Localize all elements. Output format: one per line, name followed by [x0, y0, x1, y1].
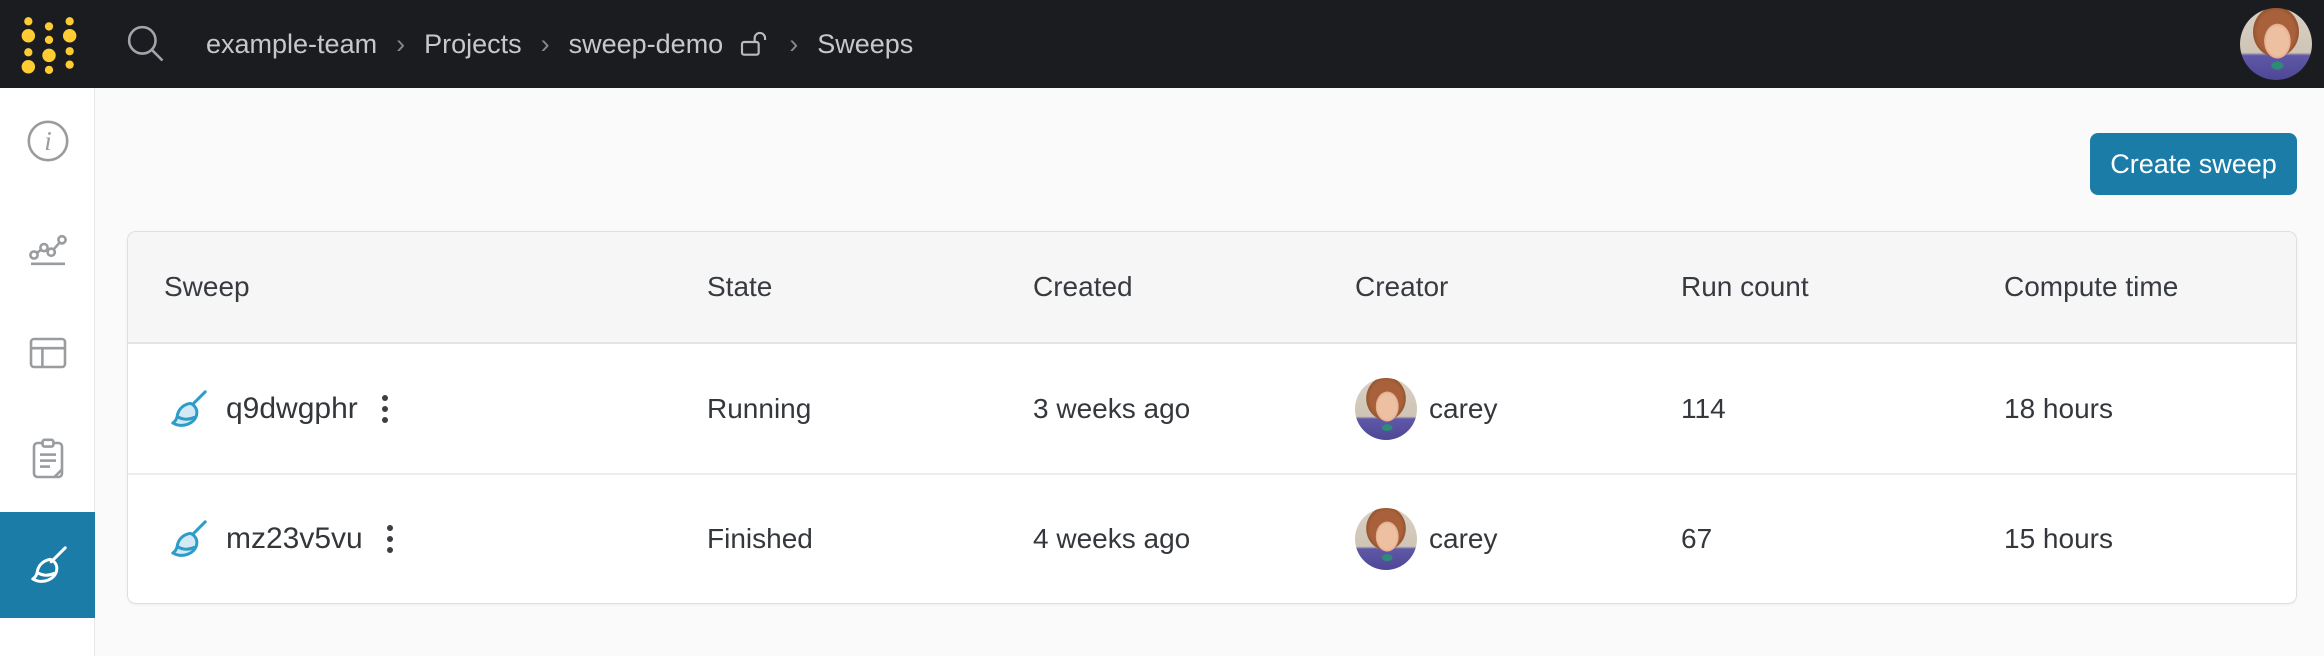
creator-cell: carey: [1355, 507, 1681, 570]
creator-name: carey: [1429, 522, 1498, 554]
state-cell: Running: [707, 392, 812, 424]
creator-name: carey: [1429, 392, 1498, 424]
broom-icon: [171, 389, 207, 427]
breadcrumb-separator: ›: [540, 28, 550, 59]
compute-time-cell: 15 hours: [2004, 522, 2113, 554]
sweep-name-link[interactable]: mz23v5vu: [226, 521, 363, 555]
creator-avatar[interactable]: [1355, 507, 1417, 570]
info-icon: i: [26, 120, 69, 162]
column-header-created[interactable]: Created: [1033, 271, 1133, 302]
breadcrumb-separator: ›: [396, 28, 406, 59]
creator-avatar[interactable]: [1355, 377, 1417, 440]
breadcrumb-project[interactable]: sweep-demo: [568, 28, 724, 59]
sweep-cell: mz23v5vu: [164, 514, 707, 564]
create-sweep-button[interactable]: Create sweep: [2090, 133, 2297, 195]
sidebar-item-workspace[interactable]: [0, 194, 95, 300]
sidebar: i: [0, 88, 95, 656]
sidebar-item-sweeps[interactable]: [0, 512, 95, 618]
run-count-cell: 67: [1681, 522, 1713, 554]
table-header-row: Sweep State Created Creator Run count Co…: [128, 232, 2296, 344]
column-header-creator[interactable]: Creator: [1355, 271, 1449, 302]
kebab-menu-icon[interactable]: [378, 391, 392, 427]
user-avatar[interactable]: [2240, 8, 2312, 80]
sweeps-table: Sweep State Created Creator Run count Co…: [127, 231, 2297, 604]
search-icon[interactable]: [124, 22, 168, 66]
broom-icon: [30, 546, 67, 583]
compute-time-cell: 18 hours: [2004, 392, 2113, 424]
column-header-state[interactable]: State: [707, 271, 773, 302]
line-chart-icon: [28, 234, 67, 266]
column-header-sweep[interactable]: Sweep: [164, 271, 250, 302]
run-count-cell: 114: [1681, 392, 1726, 424]
sidebar-item-table[interactable]: [0, 300, 95, 406]
breadcrumb-projects[interactable]: Projects: [424, 28, 522, 59]
table-row[interactable]: mz23v5vu Finished 4 weeks ago carey 67 1…: [128, 473, 2296, 602]
kebab-menu-icon[interactable]: [383, 521, 397, 557]
table-row[interactable]: q9dwgphr Running 3 weeks ago carey 114 1…: [128, 344, 2296, 473]
panel-table-icon: [29, 337, 66, 369]
state-cell: Finished: [707, 522, 813, 554]
created-cell: 3 weeks ago: [1033, 392, 1191, 424]
creator-cell: carey: [1355, 377, 1681, 440]
svg-text:i: i: [44, 126, 52, 156]
topbar: example-team › Projects › sweep-demo › S…: [0, 0, 2324, 88]
sidebar-item-reports[interactable]: [0, 406, 95, 512]
broom-icon: [171, 519, 207, 557]
breadcrumb-separator: ›: [789, 28, 799, 59]
unlocked-icon: [741, 31, 767, 56]
sweep-name-link[interactable]: q9dwgphr: [226, 391, 358, 425]
column-header-run-count[interactable]: Run count: [1681, 271, 1809, 302]
breadcrumb-sweeps[interactable]: Sweeps: [817, 28, 914, 59]
breadcrumb: example-team › Projects › sweep-demo › S…: [206, 27, 913, 61]
wandb-logo-icon[interactable]: [20, 13, 78, 75]
clipboard-icon: [32, 438, 63, 479]
breadcrumb-team[interactable]: example-team: [206, 28, 378, 59]
created-cell: 4 weeks ago: [1033, 522, 1191, 554]
sweep-cell: q9dwgphr: [164, 384, 707, 434]
column-header-compute-time[interactable]: Compute time: [2004, 271, 2179, 302]
sidebar-item-overview[interactable]: i: [0, 88, 95, 194]
